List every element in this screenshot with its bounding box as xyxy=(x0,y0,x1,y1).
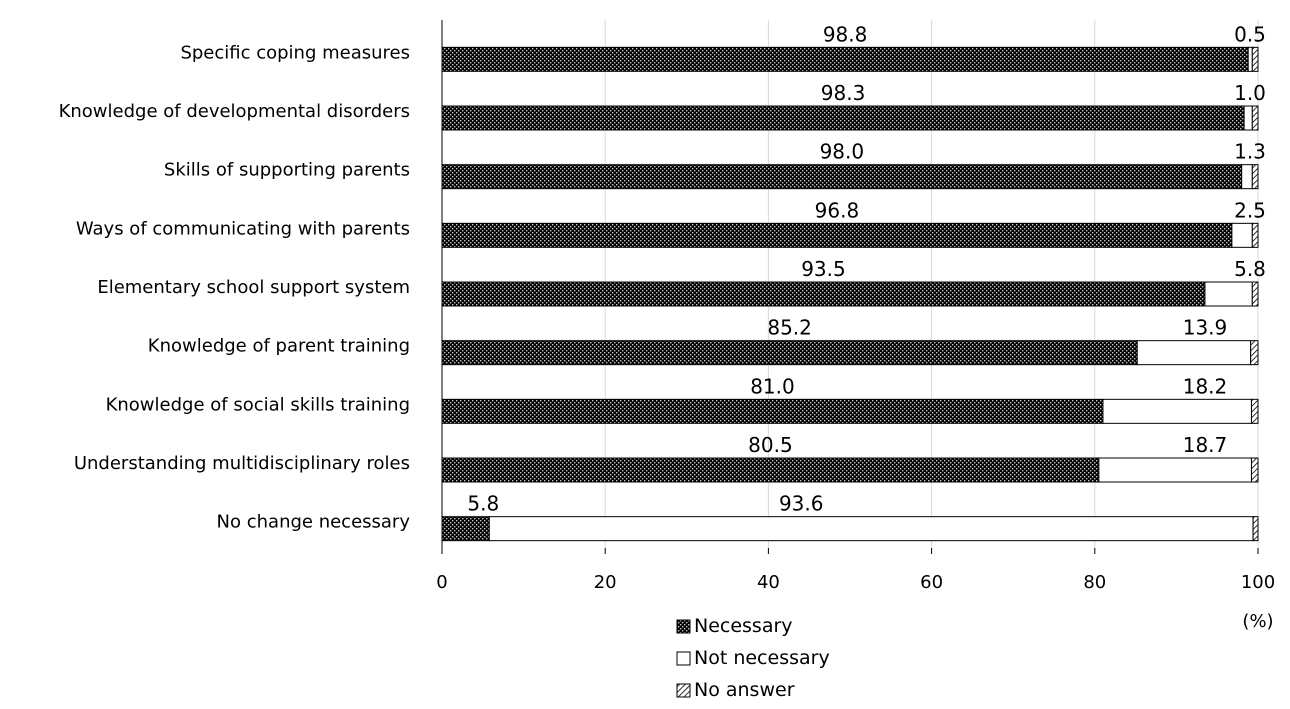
bar-no-answer xyxy=(1251,222,1259,248)
bar-no-answer xyxy=(1251,46,1259,72)
category-label: Ways of communicating with parents xyxy=(76,218,410,239)
bar-not-necessary xyxy=(1204,281,1253,307)
bar-no-answer xyxy=(1250,398,1259,424)
category-labels: Specific coping measures Knowledge of dev… xyxy=(59,42,411,532)
bar-not-necessary xyxy=(1241,164,1253,190)
category-label: Specific coping measures xyxy=(180,42,410,63)
data-label-not-necessary: 1.0 xyxy=(1234,81,1266,105)
legend-swatch-necessary xyxy=(676,619,691,634)
bar-necessary xyxy=(441,516,490,542)
data-label-necessary: 85.2 xyxy=(767,316,812,340)
bar-not-necessary xyxy=(1098,457,1252,483)
data-label-necessary: 81.0 xyxy=(750,374,795,398)
data-label-not-necessary: 5.8 xyxy=(1234,257,1266,281)
x-tick-label: 60 xyxy=(920,572,943,593)
bar-necessary xyxy=(441,340,1138,366)
data-label-necessary: 98.8 xyxy=(823,22,868,46)
data-label-not-necessary: 18.7 xyxy=(1183,433,1228,457)
data-label-not-necessary: 93.6 xyxy=(779,492,824,516)
bar-no-answer xyxy=(1251,164,1259,190)
x-tick-label: 40 xyxy=(757,572,780,593)
x-tick-label: 20 xyxy=(594,572,617,593)
category-label: No change necessary xyxy=(217,512,411,533)
bar-not-necessary xyxy=(1136,340,1252,366)
bar-necessary xyxy=(441,398,1104,424)
category-label: Knowledge of social skills training xyxy=(106,394,410,415)
x-tick-label: 100 xyxy=(1241,572,1275,593)
category-label: Elementary school support system xyxy=(97,277,410,298)
bar-no-answer xyxy=(1252,516,1259,542)
data-label-necessary: 98.0 xyxy=(820,140,865,164)
bar-no-answer xyxy=(1251,281,1259,307)
bar-no-answer xyxy=(1250,457,1259,483)
data-label-necessary: 5.8 xyxy=(467,492,499,516)
x-tick-labels: 0 20 40 60 80 100 xyxy=(436,572,1275,593)
data-label-not-necessary: 1.3 xyxy=(1234,140,1266,164)
bar-not-necessary xyxy=(488,516,1254,542)
data-label-not-necessary: 13.9 xyxy=(1183,316,1228,340)
bar-no-answer xyxy=(1251,105,1259,131)
data-label-necessary: 98.3 xyxy=(821,81,866,105)
data-labels: 98.8 0.5 98.3 1.0 98.0 1.3 96.8 2.5 93.5 5.8 85.2 1… xyxy=(467,22,1265,515)
data-label-not-necessary: 0.5 xyxy=(1234,22,1266,46)
data-label-necessary: 80.5 xyxy=(748,433,793,457)
bar-necessary xyxy=(441,46,1249,72)
data-label-not-necessary: 2.5 xyxy=(1234,198,1266,222)
legend: Necessary Not necessary No answer xyxy=(676,615,830,701)
category-label: Skills of supporting parents xyxy=(164,160,410,181)
bar-necessary xyxy=(441,105,1245,131)
bar-no-answer xyxy=(1250,340,1259,366)
bar-necessary xyxy=(441,164,1243,190)
category-label: Understanding multidisciplinary roles xyxy=(74,453,410,474)
bar-not-necessary xyxy=(1102,398,1252,424)
legend-swatch-no-answer xyxy=(676,683,691,698)
bar-necessary xyxy=(441,222,1233,248)
bar-necessary xyxy=(441,281,1206,307)
x-tick-label: 0 xyxy=(436,572,447,593)
legend-label-necessary: Necessary xyxy=(694,615,793,637)
bars xyxy=(441,46,1259,542)
category-label: Knowledge of parent training xyxy=(148,336,410,357)
legend-swatch-not-necessary xyxy=(676,651,691,666)
bar-not-necessary xyxy=(1247,46,1253,72)
data-label-necessary: 96.8 xyxy=(815,198,860,222)
data-label-necessary: 93.5 xyxy=(801,257,846,281)
legend-label-not-necessary: Not necessary xyxy=(694,647,830,669)
data-label-not-necessary: 18.2 xyxy=(1183,374,1228,398)
x-axis-unit: (%) xyxy=(1242,611,1273,632)
bar-not-necessary xyxy=(1243,105,1253,131)
bar-necessary xyxy=(441,457,1100,483)
category-label: Knowledge of developmental disorders xyxy=(59,101,410,122)
legend-label-no-answer: No answer xyxy=(694,679,795,701)
x-tick-label: 80 xyxy=(1083,572,1106,593)
bar-not-necessary xyxy=(1231,222,1253,248)
